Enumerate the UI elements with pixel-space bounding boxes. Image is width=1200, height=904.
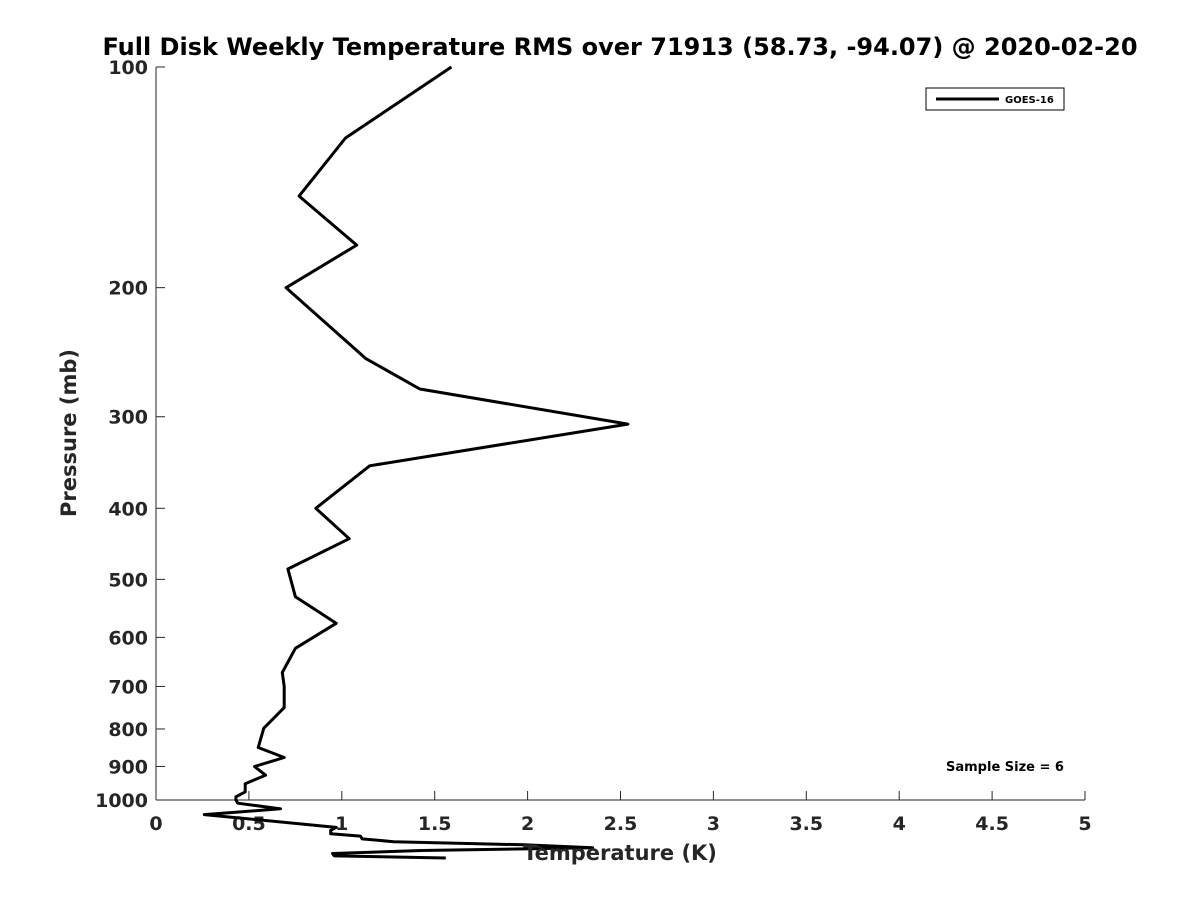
x-tick-label: 1.5 xyxy=(418,813,452,835)
series-line-goes16 xyxy=(204,67,628,858)
x-tick-label: 3.5 xyxy=(789,813,823,835)
x-tick-label: 3 xyxy=(707,813,720,835)
x-tick-label: 1 xyxy=(335,813,348,835)
x-tick-label: 5 xyxy=(1078,813,1091,835)
x-tick-label: 4.5 xyxy=(975,813,1009,835)
x-tick-label: 2 xyxy=(521,813,534,835)
sample-size-annotation: Sample Size = 6 xyxy=(946,760,1064,775)
y-tick-label: 400 xyxy=(108,498,148,520)
y-tick-label: 200 xyxy=(108,278,148,300)
plot-frame xyxy=(156,67,1085,800)
y-axis-label: Pressure (mb) xyxy=(57,349,81,517)
x-axis-label: Temperature (K) xyxy=(523,841,717,865)
legend-label-goes16: GOES-16 xyxy=(1005,95,1054,106)
y-tick-label: 700 xyxy=(108,676,148,698)
y-tick-label: 300 xyxy=(108,407,148,429)
legend: GOES-16 xyxy=(926,88,1064,110)
chart-title: Full Disk Weekly Temperature RMS over 71… xyxy=(102,33,1137,61)
y-tick-label: 100 xyxy=(108,57,148,79)
y-tick-label: 900 xyxy=(108,756,148,778)
y-tick-label: 500 xyxy=(108,569,148,591)
x-tick-label: 2.5 xyxy=(604,813,638,835)
y-tick-label: 800 xyxy=(108,719,148,741)
x-tick-label: 0 xyxy=(149,813,162,835)
y-tick-label: 1000 xyxy=(95,790,148,812)
y-tick-label: 600 xyxy=(108,627,148,649)
x-tick-label: 4 xyxy=(893,813,906,835)
